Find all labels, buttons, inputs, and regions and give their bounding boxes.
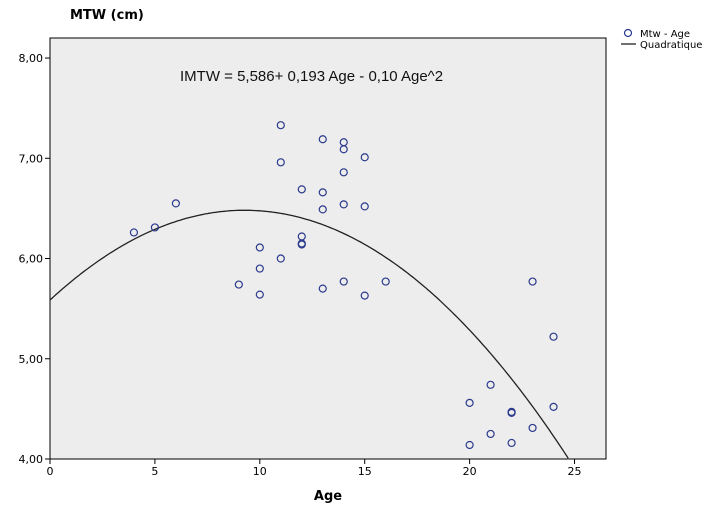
y-tick-label: 4,00 [19, 453, 44, 466]
data-point [318, 284, 327, 293]
data-point [318, 205, 327, 214]
data-point [276, 254, 285, 263]
data-point [339, 168, 348, 177]
data-point [234, 280, 243, 289]
data-point [255, 290, 264, 299]
legend-marker-points [623, 28, 633, 38]
y-tick-label: 6,00 [19, 253, 44, 266]
data-point [507, 408, 516, 417]
y-tick-label: 7,00 [19, 152, 44, 165]
quadratic-fit-line [49, 209, 569, 459]
data-point [255, 264, 264, 273]
data-point [318, 135, 327, 144]
data-point [360, 291, 369, 300]
x-tick-label: 15 [358, 465, 372, 478]
x-tick-label: 20 [463, 465, 477, 478]
data-points [129, 121, 558, 450]
plot-area [49, 37, 607, 460]
data-point [528, 277, 537, 286]
legend-label-points: Mtw - Age [640, 29, 690, 40]
data-point [339, 145, 348, 154]
data-point [171, 199, 180, 208]
x-tick-label: 25 [568, 465, 582, 478]
data-point [150, 223, 160, 232]
data-point [465, 398, 474, 407]
data-point [297, 240, 306, 249]
data-point [360, 202, 369, 211]
y-tick-label: 8,00 [19, 52, 44, 65]
data-point [339, 200, 348, 209]
data-point [507, 438, 516, 448]
data-point [255, 243, 264, 252]
data-point [339, 277, 348, 286]
legend: Mtw - Age Quadratique [621, 28, 702, 51]
data-point [549, 402, 558, 411]
data-point [549, 332, 558, 341]
x-tick-label: 10 [253, 465, 267, 478]
data-point [129, 228, 139, 237]
x-tick-label: 5 [151, 465, 158, 478]
data-point [360, 153, 369, 162]
equation-annotation: IMTW = 5,586+ 0,193 Age - 0,10 Age^2 [180, 68, 443, 85]
x-axis-title: Age [314, 489, 342, 504]
y-axis-title: MTW (cm) [70, 8, 144, 23]
data-point [276, 121, 285, 130]
data-point [297, 185, 306, 194]
data-point [528, 423, 537, 433]
data-point [465, 440, 474, 450]
y-axis: 4,00 5,00 6,00 7,00 8,00 [19, 52, 50, 466]
data-point [381, 277, 390, 286]
x-axis: 0 5 10 15 20 25 [47, 459, 582, 478]
data-point [276, 158, 285, 167]
data-point [318, 188, 327, 197]
data-point [486, 429, 495, 439]
x-tick-label: 0 [47, 465, 54, 478]
data-point [486, 380, 495, 389]
y-tick-label: 5,00 [19, 353, 44, 366]
legend-label-curve: Quadratique [640, 40, 702, 51]
